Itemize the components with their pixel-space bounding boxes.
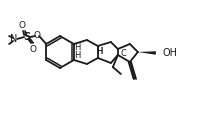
Text: S: S xyxy=(23,32,31,42)
Text: H: H xyxy=(74,51,80,60)
Polygon shape xyxy=(138,51,156,55)
Text: O: O xyxy=(34,30,41,39)
Text: H: H xyxy=(96,46,102,55)
Text: O: O xyxy=(19,21,26,30)
Text: H: H xyxy=(74,44,80,53)
Text: N: N xyxy=(11,34,18,44)
Text: O: O xyxy=(30,45,37,54)
Text: C: C xyxy=(121,48,127,57)
Text: H: H xyxy=(96,48,102,57)
Text: OH: OH xyxy=(163,48,178,58)
